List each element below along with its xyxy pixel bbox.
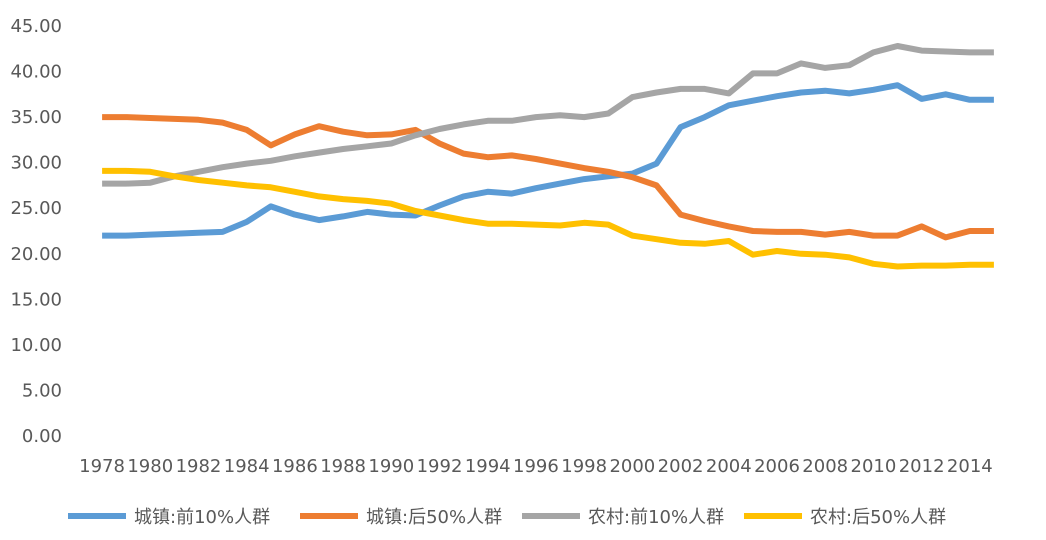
legend-item-4: 农村:后50%人群 [744,507,946,528]
y-tick-label: 25.00 [10,198,62,219]
legend: 城镇:前10%人群 城镇:后50%人群 农村:前10%人群 农村:后50%人群 [68,507,946,528]
x-tick-label: 1988 [320,456,366,477]
x-tick-label: 2000 [609,456,655,477]
y-tick-label: 15.00 [10,289,62,310]
x-tick-label: 1992 [417,456,463,477]
x-tick-label: 1980 [127,456,173,477]
legend-label: 城镇:后50%人群 [366,507,502,528]
x-tick-label: 1996 [513,456,559,477]
series-line-2 [102,114,994,241]
x-axis: 1978 1980 1982 1984 1986 1988 1990 1992 1994 1996… [79,456,993,477]
x-tick-label: 2008 [802,456,848,477]
x-tick-label: 1978 [79,456,125,477]
legend-item-2: 城镇:后50%人群 [300,507,502,528]
x-tick-label: 2002 [658,456,704,477]
x-tick-label: 1998 [561,456,607,477]
y-tick-label: 30.00 [10,153,62,174]
x-tick-label: 2014 [947,456,993,477]
x-tick-label: 2012 [899,456,945,477]
y-tick-label: 45.00 [10,16,62,37]
x-tick-label: 2006 [754,456,800,477]
y-tick-label: 40.00 [10,62,62,83]
legend-item-1: 城镇:前10%人群 [68,507,270,528]
y-tick-label: 10.00 [10,335,62,356]
x-tick-label: 1994 [465,456,511,477]
x-tick-label: 1990 [368,456,414,477]
y-tick-label: 5.00 [22,380,62,401]
legend-label: 城镇:前10%人群 [134,507,270,528]
legend-item-3: 农村:前10%人群 [522,507,724,528]
series-lines [102,43,994,270]
x-tick-label: 2004 [706,456,752,477]
legend-label: 农村:前10%人群 [588,507,724,528]
x-tick-label: 1984 [224,456,270,477]
series-line-1 [102,82,994,239]
y-tick-label: 0.00 [22,426,62,447]
series-line-4 [102,167,994,270]
y-axis: 0.00 5.00 10.00 15.00 20.00 25.00 30.00 35.00 40… [10,16,62,447]
x-tick-label: 1986 [272,456,318,477]
y-tick-label: 35.00 [10,107,62,128]
y-tick-label: 20.00 [10,244,62,265]
legend-label: 农村:后50%人群 [810,507,946,528]
x-tick-label: 1982 [176,456,222,477]
series-line-3 [102,43,994,187]
x-tick-label: 2010 [851,456,897,477]
